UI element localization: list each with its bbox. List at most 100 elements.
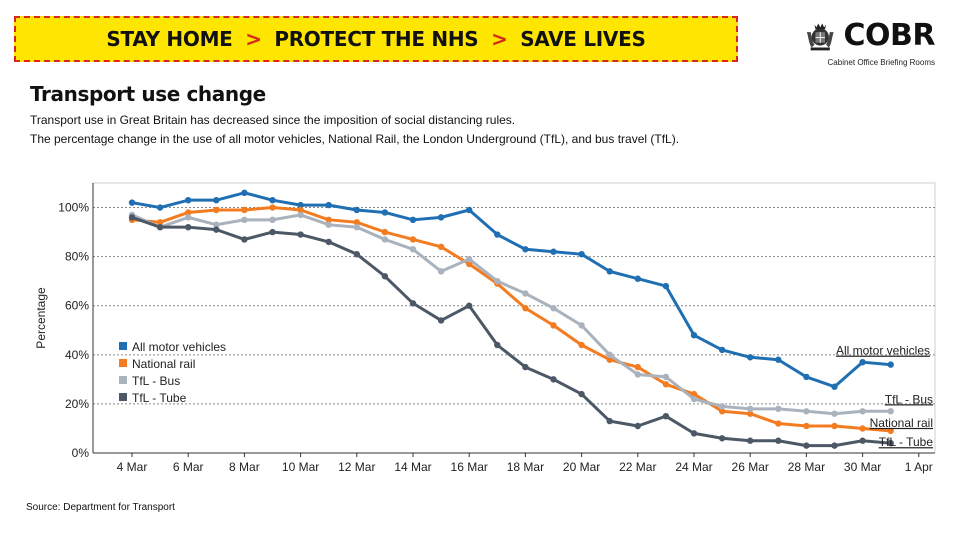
series-end-label: TfL - Tube (879, 435, 934, 449)
data-point (606, 351, 613, 359)
data-point (775, 437, 782, 444)
data-point (634, 363, 641, 371)
data-point (578, 341, 585, 349)
data-point (297, 206, 304, 214)
legend-label: TfL - Tube (132, 391, 187, 405)
campaign-banner: STAY HOME > PROTECT THE NHS > SAVE LIVES (14, 16, 738, 62)
data-point (606, 356, 613, 363)
data-point (887, 361, 894, 368)
banner-text: STAY HOME > PROTECT THE NHS > SAVE LIVES (106, 27, 645, 51)
y-tick-label: 0% (72, 446, 90, 460)
data-point (522, 304, 529, 312)
data-point (859, 408, 866, 415)
series-line-tfl-bus (131, 213, 891, 416)
data-point (269, 216, 276, 224)
legend-label: National rail (132, 357, 195, 371)
data-point (297, 231, 304, 238)
data-point (690, 395, 698, 403)
data-point (353, 219, 360, 226)
data-point (213, 221, 220, 228)
x-tick-label: 24 Mar (675, 460, 712, 474)
data-point (353, 206, 360, 214)
data-point (662, 282, 670, 290)
data-point (409, 246, 417, 253)
data-point (241, 216, 248, 224)
banner-separator-1: > (245, 27, 262, 51)
banner-part-3: SAVE LIVES (520, 27, 646, 51)
data-point (381, 236, 389, 243)
data-point (297, 201, 304, 209)
data-point (325, 201, 332, 209)
data-point (550, 376, 557, 383)
data-point (156, 223, 164, 231)
x-tick-label: 28 Mar (788, 460, 825, 474)
logo-subtitle: Cabinet Office Briefing Rooms (827, 58, 935, 67)
data-point (859, 437, 866, 444)
data-point (634, 275, 641, 282)
data-point (353, 223, 360, 231)
data-point (494, 277, 501, 285)
data-point (775, 356, 782, 363)
cobr-logo: COBR Cabinet Office Briefing Rooms (803, 18, 935, 67)
data-point (185, 209, 192, 216)
data-point (747, 437, 754, 444)
data-point (690, 331, 698, 339)
data-point (241, 206, 248, 214)
y-tick-label: 80% (65, 250, 89, 264)
data-point (803, 442, 810, 449)
banner-part-1: STAY HOME (106, 27, 233, 51)
data-point (887, 408, 894, 415)
royal-crest-icon (806, 23, 834, 51)
legend-swatch (119, 376, 127, 384)
x-tick-label: 1 Apr (905, 460, 933, 474)
data-point (634, 371, 641, 378)
data-point (718, 435, 726, 442)
data-point (887, 427, 894, 435)
data-point (156, 219, 164, 226)
data-point (578, 322, 585, 329)
x-tick-label: 8 Mar (229, 460, 260, 474)
data-point (325, 216, 332, 224)
data-point (381, 273, 389, 280)
data-point (634, 422, 641, 430)
y-tick-label: 40% (65, 348, 89, 362)
data-point (718, 346, 726, 354)
data-point (803, 408, 810, 415)
legend-swatch (119, 342, 127, 350)
data-point (662, 381, 670, 388)
data-point (381, 209, 389, 216)
data-point (437, 214, 445, 221)
data-point (213, 206, 220, 214)
data-point (185, 196, 192, 204)
data-point (437, 317, 445, 324)
data-point (269, 228, 276, 236)
data-point (325, 221, 332, 228)
data-point (185, 214, 192, 221)
data-point (522, 290, 529, 297)
x-tick-label: 14 Mar (394, 460, 431, 474)
data-point (466, 255, 473, 263)
data-point (353, 250, 360, 258)
data-point (241, 189, 248, 197)
data-point (409, 300, 417, 307)
x-tick-label: 4 Mar (117, 460, 148, 474)
data-point (213, 226, 220, 233)
data-point (803, 422, 810, 430)
data-point (522, 246, 529, 253)
data-point (718, 403, 726, 410)
data-point (213, 196, 220, 204)
series-line-all-motor-vehicles (131, 191, 891, 389)
y-tick-label: 20% (65, 397, 89, 411)
banner-separator-2: > (491, 27, 508, 51)
x-tick-label: 22 Mar (619, 460, 656, 474)
data-point (128, 199, 136, 206)
data-point (522, 363, 529, 371)
data-point (690, 390, 698, 398)
data-point (718, 408, 726, 415)
series-end-label: TfL - Bus (885, 392, 933, 406)
x-tick-label: 6 Mar (173, 460, 204, 474)
data-point (437, 243, 445, 251)
series-line-tfl-tube (131, 215, 891, 448)
x-tick-label: 16 Mar (451, 460, 488, 474)
